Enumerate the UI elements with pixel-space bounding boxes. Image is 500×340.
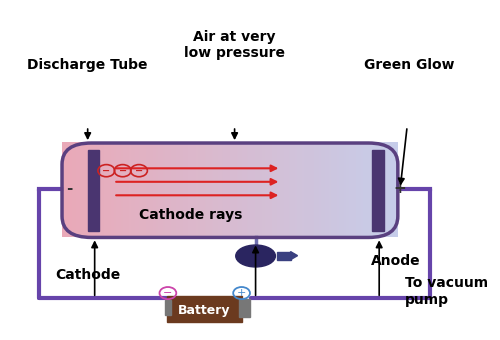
Polygon shape bbox=[290, 252, 298, 260]
Text: Discharge Tube: Discharge Tube bbox=[28, 58, 148, 72]
Text: −: − bbox=[163, 288, 172, 298]
Bar bbox=[372, 150, 384, 231]
Text: −: − bbox=[118, 166, 126, 176]
Bar bbox=[167, 296, 242, 322]
Text: −: − bbox=[135, 166, 143, 176]
Text: Battery: Battery bbox=[178, 304, 231, 318]
Bar bbox=[240, 299, 250, 317]
Text: Cathode rays: Cathode rays bbox=[139, 207, 242, 222]
Ellipse shape bbox=[236, 245, 276, 267]
Text: -: - bbox=[66, 181, 72, 196]
Bar bbox=[164, 300, 170, 315]
Text: +: + bbox=[237, 288, 246, 298]
Text: Air at very
low pressure: Air at very low pressure bbox=[184, 30, 285, 60]
Bar bbox=[276, 252, 290, 260]
Text: +: + bbox=[394, 181, 406, 196]
Text: −: − bbox=[102, 166, 110, 176]
Bar bbox=[88, 150, 100, 231]
Text: To vacuum
pump: To vacuum pump bbox=[405, 276, 488, 306]
Text: Cathode: Cathode bbox=[55, 268, 120, 282]
Text: Anode: Anode bbox=[370, 254, 420, 268]
Text: Green Glow: Green Glow bbox=[364, 58, 454, 72]
